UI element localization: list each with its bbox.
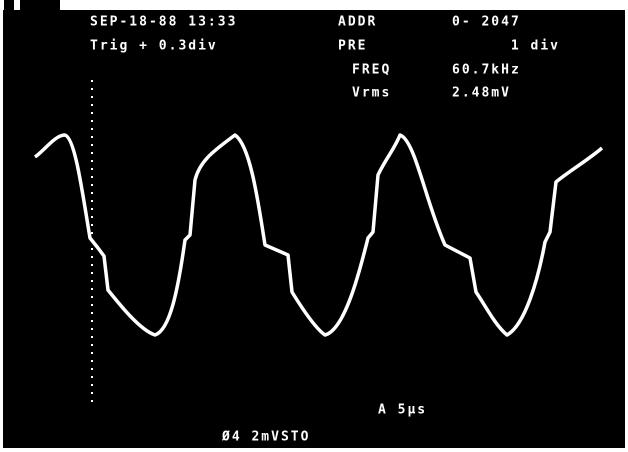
readout-label: ADDR [338, 15, 377, 30]
readout-label: Vrms [352, 86, 391, 101]
corner-mark [20, 0, 60, 12]
readout-label: PRE [338, 39, 367, 54]
readout-label: FREQ [352, 63, 391, 78]
scope-screenshot: SEP-18-88 13:33 Trig + 0.3div ADDR 0- 20… [0, 0, 628, 452]
page: SEP-18-88 13:33 Trig + 0.3div ADDR 0- 20… [0, 0, 628, 452]
trigger: Trig + 0.3div [90, 39, 218, 54]
timebase: A 5μs [378, 403, 427, 418]
screen [3, 10, 625, 448]
readout-value: 60.7kHz [452, 63, 521, 78]
corner-mark [4, 0, 14, 12]
channel: Ø4 2mVSTO [221, 430, 310, 445]
readout-value: 2.48mV [452, 86, 511, 101]
readout-value: 1 div [511, 39, 560, 54]
readout-value: 0- 2047 [452, 15, 521, 30]
datetime: SEP-18-88 13:33 [90, 15, 237, 30]
